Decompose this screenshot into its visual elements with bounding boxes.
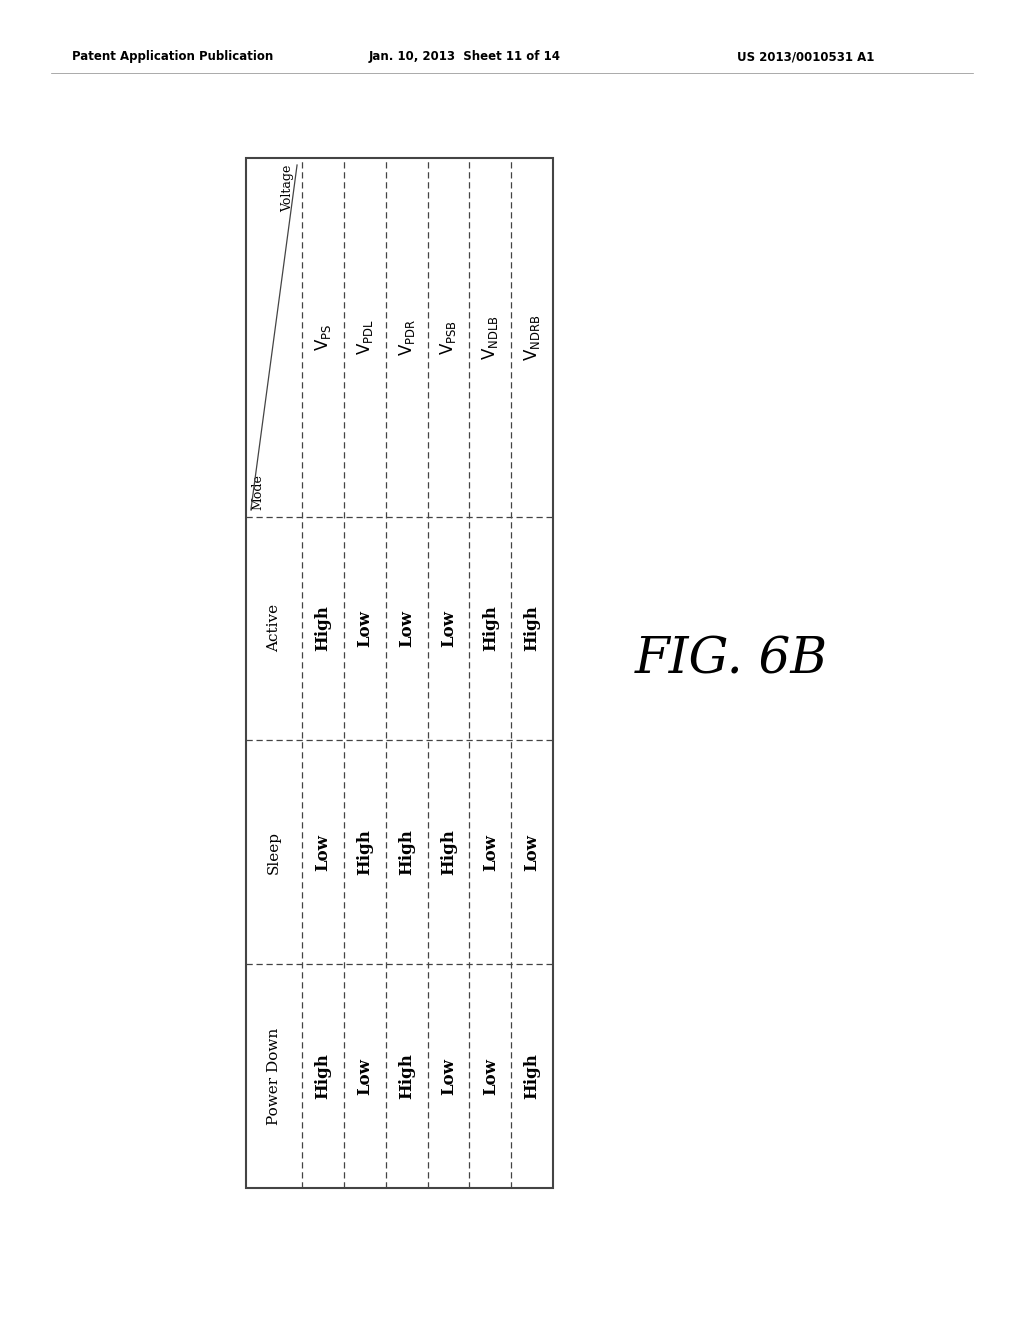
Text: Sleep: Sleep <box>267 830 281 874</box>
Text: Low: Low <box>481 834 499 871</box>
Text: High: High <box>398 1053 415 1100</box>
Text: Low: Low <box>440 610 457 647</box>
Text: $\mathrm{V}_{\mathrm{PSB}}$: $\mathrm{V}_{\mathrm{PSB}}$ <box>438 319 459 355</box>
Text: Low: Low <box>314 834 332 871</box>
Text: Low: Low <box>356 610 374 647</box>
Bar <box>246 158 553 1188</box>
Text: Power Down: Power Down <box>267 1027 281 1125</box>
Text: High: High <box>523 606 541 651</box>
Text: $\mathrm{V}_{\mathrm{PDL}}$: $\mathrm{V}_{\mathrm{PDL}}$ <box>355 319 375 355</box>
Text: $\mathrm{V}_{\mathrm{PS}}$: $\mathrm{V}_{\mathrm{PS}}$ <box>313 323 333 351</box>
Text: Low: Low <box>481 1057 499 1094</box>
Text: High: High <box>440 829 457 875</box>
Text: Low: Low <box>523 834 541 871</box>
Text: Jan. 10, 2013  Sheet 11 of 14: Jan. 10, 2013 Sheet 11 of 14 <box>369 50 561 63</box>
Text: $\mathrm{V}_{\mathrm{NDRB}}$: $\mathrm{V}_{\mathrm{NDRB}}$ <box>522 314 542 360</box>
Text: High: High <box>314 1053 332 1100</box>
Text: Patent Application Publication: Patent Application Publication <box>72 50 273 63</box>
Text: Mode: Mode <box>251 474 264 510</box>
Text: High: High <box>398 829 415 875</box>
Text: Voltage: Voltage <box>281 165 294 213</box>
Text: High: High <box>481 606 499 651</box>
Text: $\mathrm{V}_{\mathrm{NDLB}}$: $\mathrm{V}_{\mathrm{NDLB}}$ <box>480 315 501 360</box>
Text: Low: Low <box>398 610 415 647</box>
Text: FIG. 6B: FIG. 6B <box>635 635 828 685</box>
Text: Active: Active <box>267 605 281 652</box>
Text: $\mathrm{V}_{\mathrm{PDR}}$: $\mathrm{V}_{\mathrm{PDR}}$ <box>396 319 417 356</box>
Text: Low: Low <box>440 1057 457 1094</box>
Text: High: High <box>314 606 332 651</box>
Text: US 2013/0010531 A1: US 2013/0010531 A1 <box>737 50 874 63</box>
Text: High: High <box>523 1053 541 1100</box>
Text: High: High <box>356 829 374 875</box>
Text: Low: Low <box>356 1057 374 1094</box>
